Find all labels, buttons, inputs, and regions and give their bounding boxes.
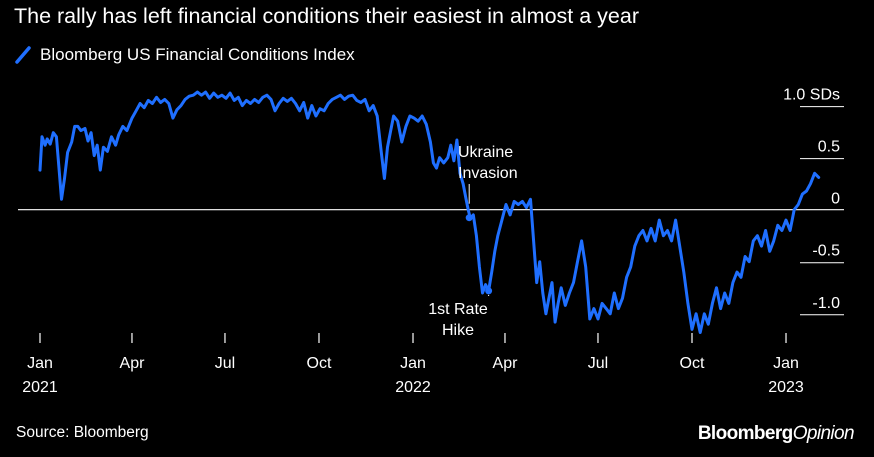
y-tick-label-1: 0.5 (818, 139, 840, 156)
y-tick-label-0: 1.0 SDs (783, 87, 840, 104)
y-tick-label-4: -1.0 (812, 295, 840, 312)
y-tick-label-3: -0.5 (812, 243, 840, 260)
chart-title: The rally has left financial conditions … (14, 4, 640, 28)
y-tick-label-2: 0 (831, 191, 840, 208)
x-tick-label-5: Apr (493, 355, 519, 372)
annotation-point-rate-hike (485, 287, 493, 295)
x-tick-label-2: Jul (215, 355, 235, 372)
x-year-label-8: 2023 (768, 379, 804, 396)
x-tick-label-7: Oct (680, 355, 705, 372)
annotation-label-rate-hike-1: Hike (442, 322, 474, 339)
x-tick-label-1: Apr (120, 355, 146, 372)
annotation-label-rate-hike-0: 1st Rate (428, 301, 488, 318)
brand-logo: BloombergOpinion (697, 423, 855, 444)
annotation-point-ukraine (465, 214, 473, 222)
x-tick-label-8: Jan (773, 355, 799, 372)
x-tick-label-6: Jul (588, 355, 608, 372)
x-year-label-0: 2021 (22, 379, 58, 396)
legend-label: Bloomberg US Financial Conditions Index (40, 45, 355, 64)
legend: Bloomberg US Financial Conditions Index (14, 44, 355, 66)
legend-swatch-icon (15, 46, 31, 64)
series-line-0 (38, 90, 821, 334)
x-tick-label-0: Jan (27, 355, 53, 372)
x-tick-label-3: Oct (307, 355, 332, 372)
annotation-label-ukraine-0: Ukraine (458, 144, 513, 161)
source-note: Source: Bloomberg (16, 424, 149, 441)
x-tick-label-4: Jan (400, 355, 426, 372)
x-year-label-4: 2022 (395, 379, 431, 396)
annotation-label-ukraine-1: Invasion (458, 165, 518, 182)
